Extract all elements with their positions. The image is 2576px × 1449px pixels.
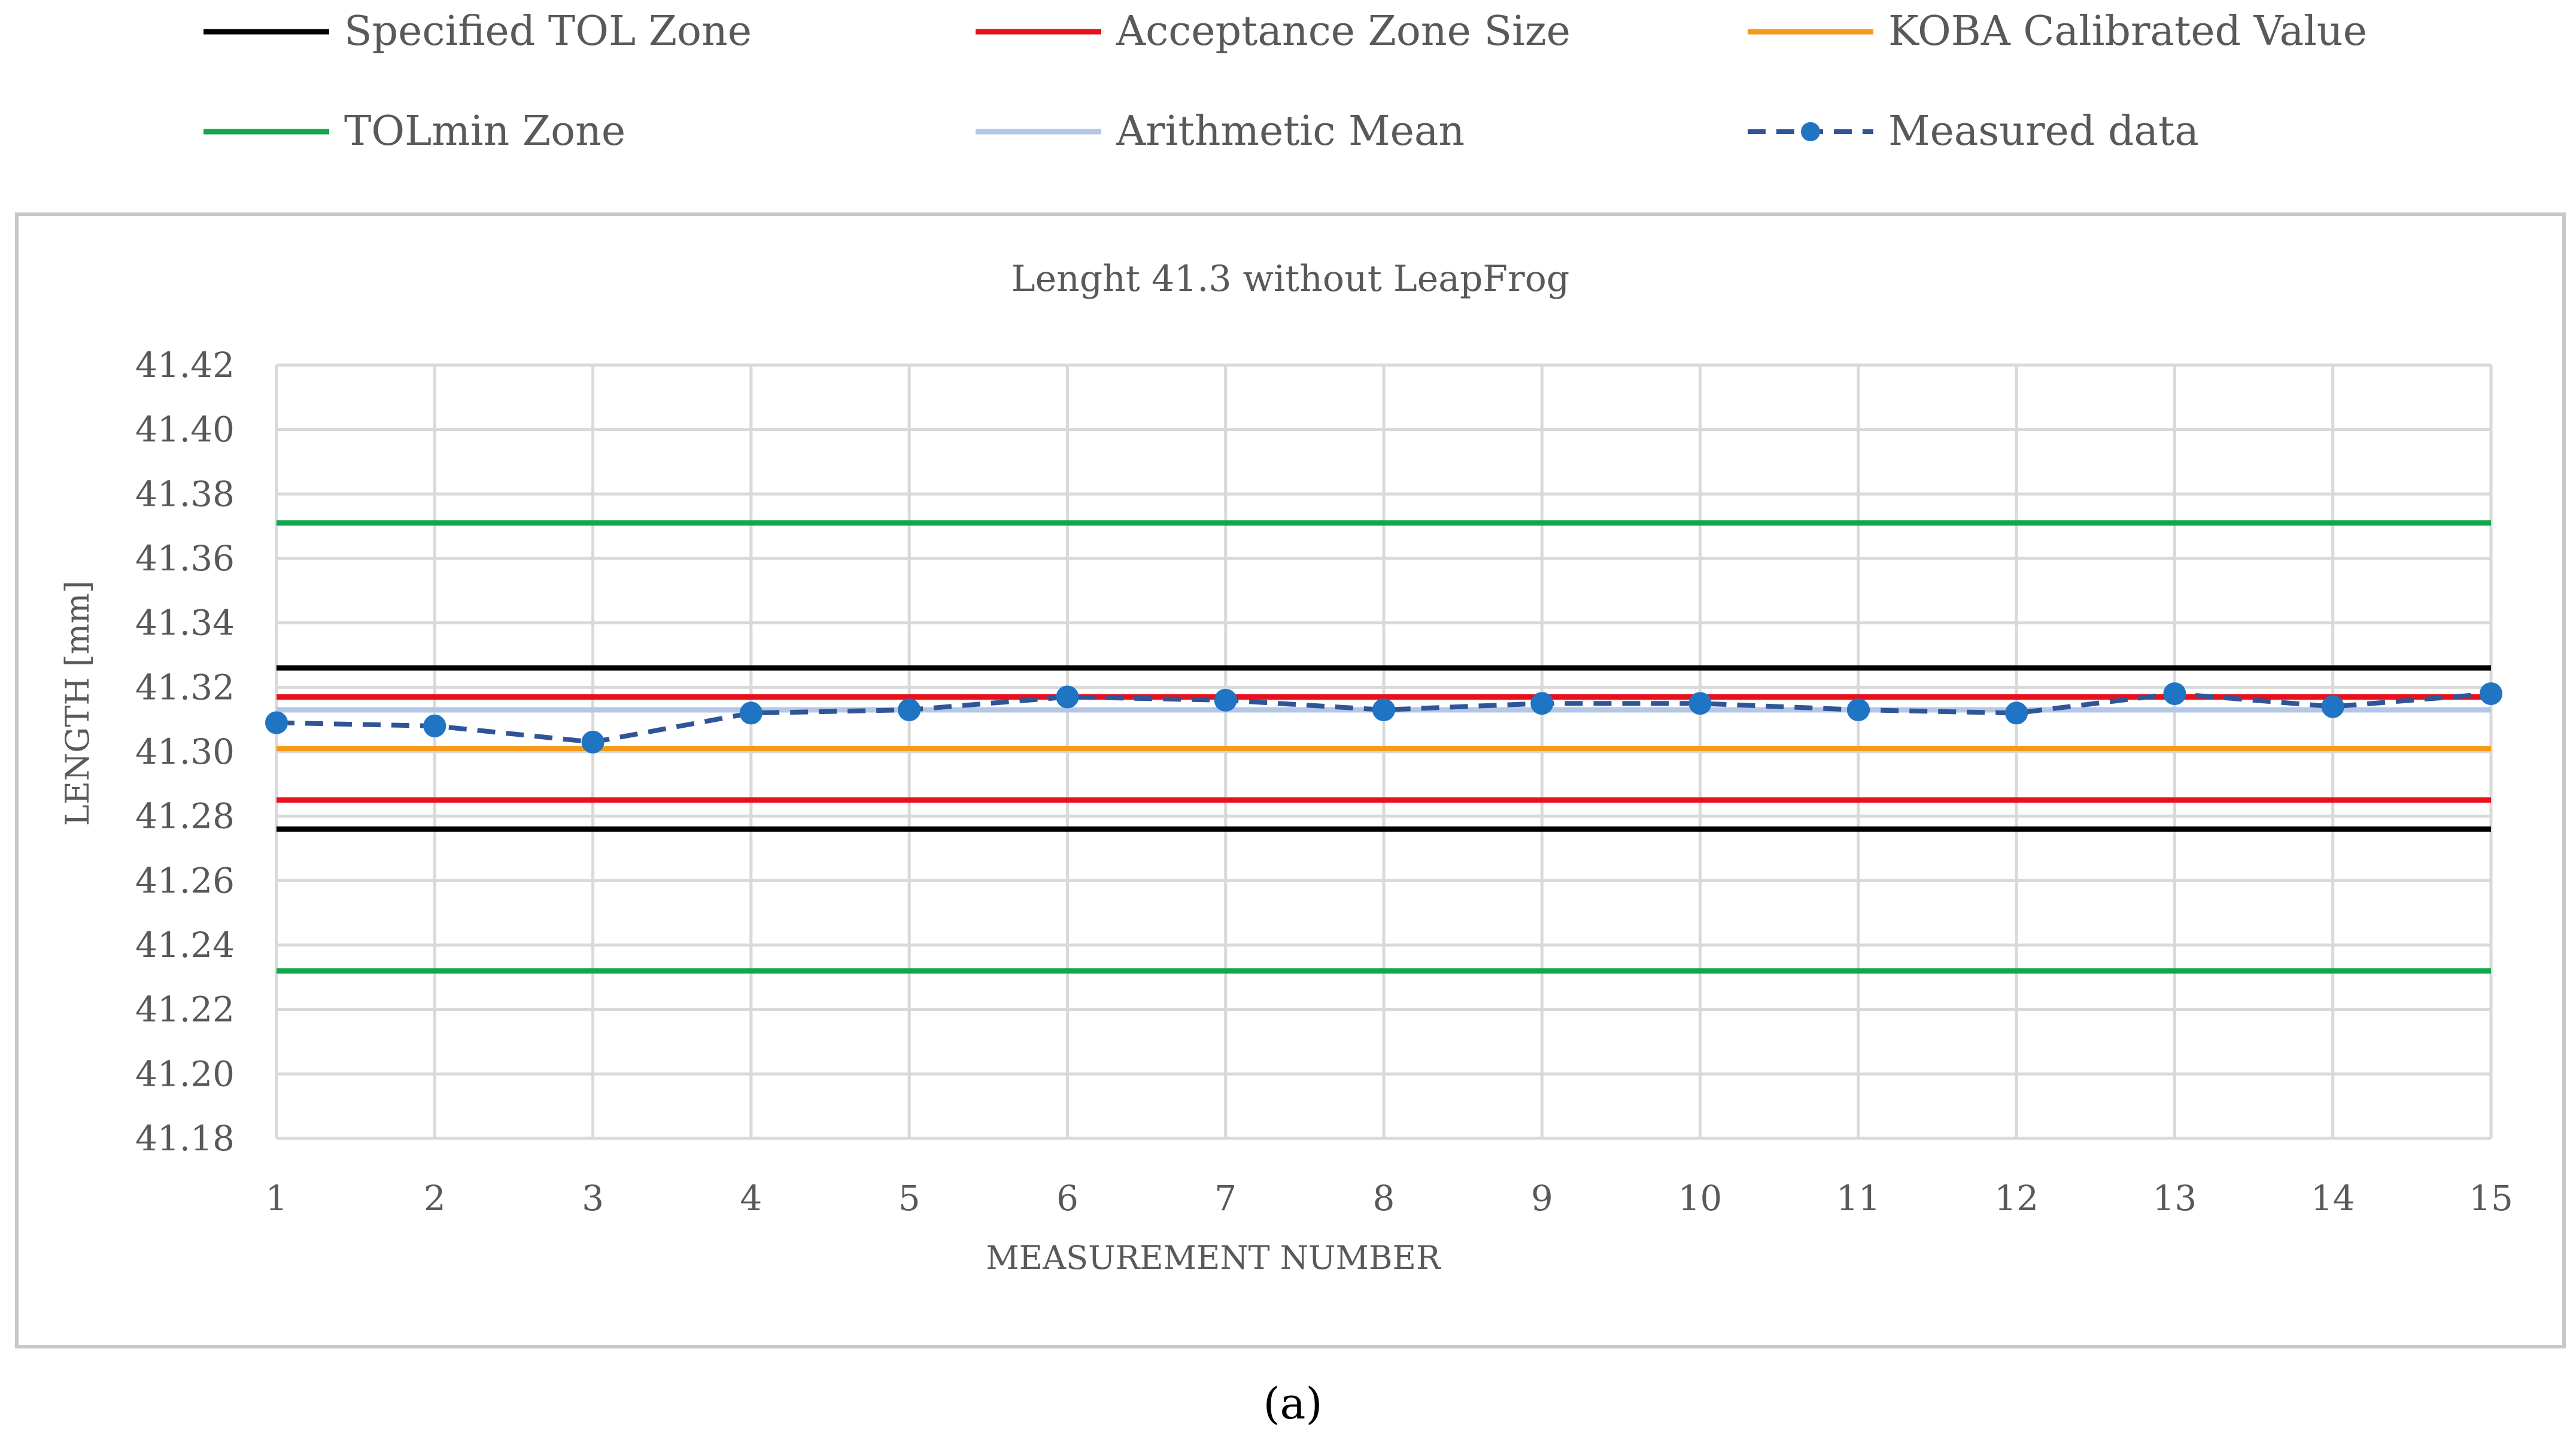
y-tick-label: 41.32 bbox=[135, 667, 235, 707]
y-tick-label: 41.24 bbox=[135, 925, 235, 965]
measured-data-point bbox=[1688, 692, 1712, 715]
x-tick-label: 2 bbox=[424, 1178, 446, 1219]
legend-label: TOLmin Zone bbox=[344, 108, 625, 155]
legend-label: KOBA Calibrated Value bbox=[1888, 8, 2367, 55]
measured-data-point bbox=[1530, 692, 1554, 715]
x-tick-label: 9 bbox=[1531, 1178, 1553, 1219]
legend-label: Measured data bbox=[1888, 108, 2199, 155]
y-axis-title: LENGTH [mm] bbox=[59, 581, 96, 826]
tick-labels: 41.18 41.20 41.22 41.24 41.26 41.28 41.30 41.32… bbox=[135, 345, 2513, 1219]
x-tick-label: 14 bbox=[2311, 1178, 2355, 1219]
legend: Specified TOL Zone Acceptance Zone Size KO… bbox=[203, 8, 2367, 155]
x-tick-label: 7 bbox=[1214, 1178, 1237, 1219]
chart-frame bbox=[15, 212, 2566, 1348]
legend-label: Arithmetic Mean bbox=[1116, 108, 1465, 155]
measured-data-point bbox=[2163, 682, 2186, 706]
measured-data-point bbox=[1056, 685, 1079, 709]
y-tick-label: 41.36 bbox=[135, 538, 235, 579]
x-tick-label: 11 bbox=[1836, 1178, 1881, 1219]
measured-data-point bbox=[898, 698, 921, 722]
measured-data-point bbox=[1372, 698, 1395, 722]
measured-data-point bbox=[1214, 688, 1237, 712]
measured-data-point bbox=[2005, 701, 2028, 725]
grid bbox=[275, 363, 2493, 1140]
figure-caption: (a) bbox=[1263, 1378, 1322, 1429]
x-tick-label: 12 bbox=[1994, 1178, 2039, 1219]
measured-data-point bbox=[739, 701, 763, 725]
x-tick-label: 10 bbox=[1678, 1178, 1723, 1219]
series-layer bbox=[265, 520, 2502, 974]
y-tick-label: 41.22 bbox=[135, 989, 235, 1030]
x-tick-label: 1 bbox=[266, 1178, 288, 1219]
y-tick-label: 41.18 bbox=[135, 1118, 235, 1159]
measured-data-point bbox=[265, 711, 288, 734]
legend-marker bbox=[1801, 122, 1820, 141]
y-tick-label: 41.20 bbox=[135, 1053, 235, 1094]
measured-data-point bbox=[581, 730, 604, 754]
y-tick-label: 41.34 bbox=[135, 603, 235, 643]
y-tick-label: 41.40 bbox=[135, 409, 235, 450]
measured-data-point bbox=[2321, 695, 2344, 718]
legend-label: Specified TOL Zone bbox=[344, 8, 752, 55]
y-tick-label: 41.28 bbox=[135, 796, 235, 837]
x-tick-label: 5 bbox=[898, 1178, 921, 1219]
measured-data-line bbox=[276, 691, 2492, 745]
x-tick-label: 3 bbox=[582, 1178, 604, 1219]
measured-data-point bbox=[423, 714, 446, 737]
x-axis-title: MEASUREMENT NUMBER bbox=[986, 1239, 1441, 1277]
y-tick-label: 41.30 bbox=[135, 731, 235, 772]
y-tick-label: 41.26 bbox=[135, 860, 235, 901]
x-tick-label: 4 bbox=[740, 1178, 762, 1219]
chart-title: Lenght 41.3 without LeapFrog bbox=[1011, 258, 1570, 300]
measured-data-point bbox=[2480, 682, 2502, 706]
y-tick-label: 41.38 bbox=[135, 473, 235, 514]
measured-data-point bbox=[1846, 698, 1870, 722]
legend-label: Acceptance Zone Size bbox=[1116, 8, 1570, 55]
x-tick-label: 8 bbox=[1373, 1178, 1395, 1219]
y-tick-label: 41.42 bbox=[135, 345, 235, 385]
x-tick-label: 13 bbox=[2153, 1178, 2197, 1219]
x-tick-label: 15 bbox=[2469, 1178, 2513, 1219]
x-tick-label: 6 bbox=[1056, 1178, 1079, 1219]
